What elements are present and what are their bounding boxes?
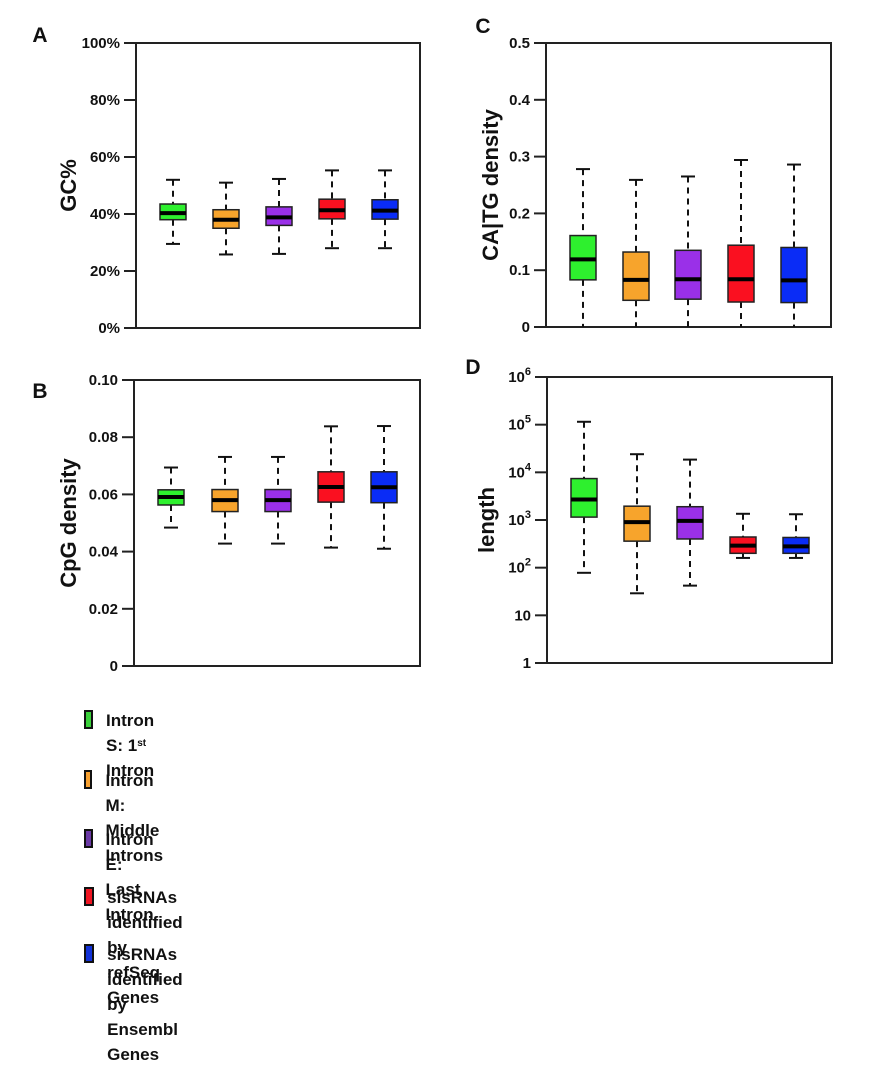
panel-a: A 0% 20% 40% 60% 80% 100% GC% [32, 24, 421, 337]
box-intron-s [570, 420, 598, 574]
y-tick-label: 0.2 [509, 205, 530, 222]
legend-item-sisrna-ensembl: sisRNAs identified by Ensembl Genes [84, 942, 190, 1067]
y-axis-title: GC% [56, 159, 81, 212]
box-sisrna-ensembl [782, 513, 810, 559]
box-intron-m [212, 181, 240, 256]
iqr-box [622, 251, 650, 302]
legend-item-intron-e: Intron E: Last Intron [84, 827, 162, 927]
panel-letter: B [32, 380, 47, 403]
legend-label: sisRNAs identified by Ensembl Genes [107, 945, 183, 1064]
plot-frame [135, 42, 421, 329]
legend-item-intron-s: Intron S: 1st Intron [84, 708, 162, 783]
legend-label: Intron S: 1st Intron [106, 711, 155, 780]
y-tick-label: 103 [508, 509, 531, 529]
panel-c: C 0 0.1 0.2 0.3 0.4 0.5 CA|TG density [475, 15, 832, 336]
y-tick-label: 0 [110, 658, 118, 675]
legend-swatch-orange [84, 770, 93, 789]
panel-b: B 0 0.02 0.04 0.06 0.08 0.10 CpG density [32, 372, 421, 675]
legend-swatch-blue [84, 944, 95, 963]
y-tick-label: 102 [508, 557, 531, 577]
y-axis-title: length [474, 487, 499, 553]
y-tick-label: 0.04 [89, 544, 119, 561]
iqr-box [674, 249, 702, 300]
y-tick-label: 0.08 [89, 429, 118, 446]
y-tick-label: 106 [508, 366, 531, 386]
y-tick-label: 100% [82, 35, 120, 52]
y-tick-label: 105 [508, 414, 531, 434]
iqr-box [727, 244, 755, 303]
y-tick-label: 80% [90, 92, 120, 109]
box-intron-e [676, 458, 704, 587]
legend-swatch-red [84, 887, 95, 906]
box-intron-e [264, 455, 292, 545]
box-intron-e [674, 175, 702, 327]
box-intron-s [157, 466, 185, 529]
box-sisrna-refseq [318, 169, 346, 250]
box-intron-s [569, 168, 597, 327]
y-tick-label: 10 [514, 607, 531, 624]
box-sisrna-refseq [727, 159, 755, 327]
legend-swatch-green [84, 710, 93, 729]
panel-d: D 1 10 102 103 104 105 106 length [465, 356, 833, 672]
legend-swatch-purple [84, 829, 93, 848]
y-tick-label: 20% [90, 263, 120, 280]
box-intron-m [211, 455, 239, 545]
box-sisrna-ensembl [780, 163, 808, 327]
y-tick-label: 0.4 [509, 92, 531, 109]
y-axis-title: CA|TG density [478, 108, 503, 260]
legend-label: Intron E: Last Intron [105, 830, 154, 924]
y-axis-title: CpG density [56, 457, 81, 587]
y-tick-label: 0.10 [89, 372, 118, 389]
y-tick-label: 40% [90, 206, 120, 223]
panel-letter: C [475, 15, 490, 38]
legend-item-intron-m: Intron M: Middle Introns [84, 768, 172, 868]
panel-letter: A [32, 24, 47, 47]
iqr-box [780, 246, 808, 304]
y-tick-label: 0.3 [509, 149, 530, 166]
figure-canvas: A 0% 20% 40% 60% 80% 100% GC% B 0 0.02 0.04 0.06 0.08… [32, 15, 833, 675]
y-tick-label: 104 [508, 461, 532, 481]
y-tick-label: 0% [98, 320, 120, 337]
box-sisrna-ensembl [370, 425, 398, 550]
box-sisrna-refseq [317, 425, 345, 549]
box-sisrna-refseq [729, 512, 757, 559]
box-intron-s [159, 178, 187, 245]
y-tick-label: 60% [90, 149, 120, 166]
panel-letter: D [465, 356, 480, 379]
box-sisrna-ensembl [371, 169, 399, 250]
box-intron-m [623, 453, 651, 595]
legend-item-sisrna-refseq: sisRNAs identified by refSeq Genes [84, 885, 190, 1010]
y-tick-label: 0.5 [509, 35, 530, 52]
legend-label: Intron M: Middle Introns [105, 771, 164, 865]
y-tick-label: 0.06 [89, 486, 118, 503]
box-intron-m [622, 178, 650, 327]
plot-frame [133, 379, 421, 667]
legend-label: sisRNAs identified by refSeq Genes [107, 888, 183, 1007]
y-tick-label: 0 [522, 319, 530, 336]
y-tick-label: 1 [523, 655, 531, 672]
box-intron-e [265, 177, 293, 255]
y-tick-label: 0.1 [509, 262, 530, 279]
y-tick-label: 0.02 [89, 601, 118, 618]
